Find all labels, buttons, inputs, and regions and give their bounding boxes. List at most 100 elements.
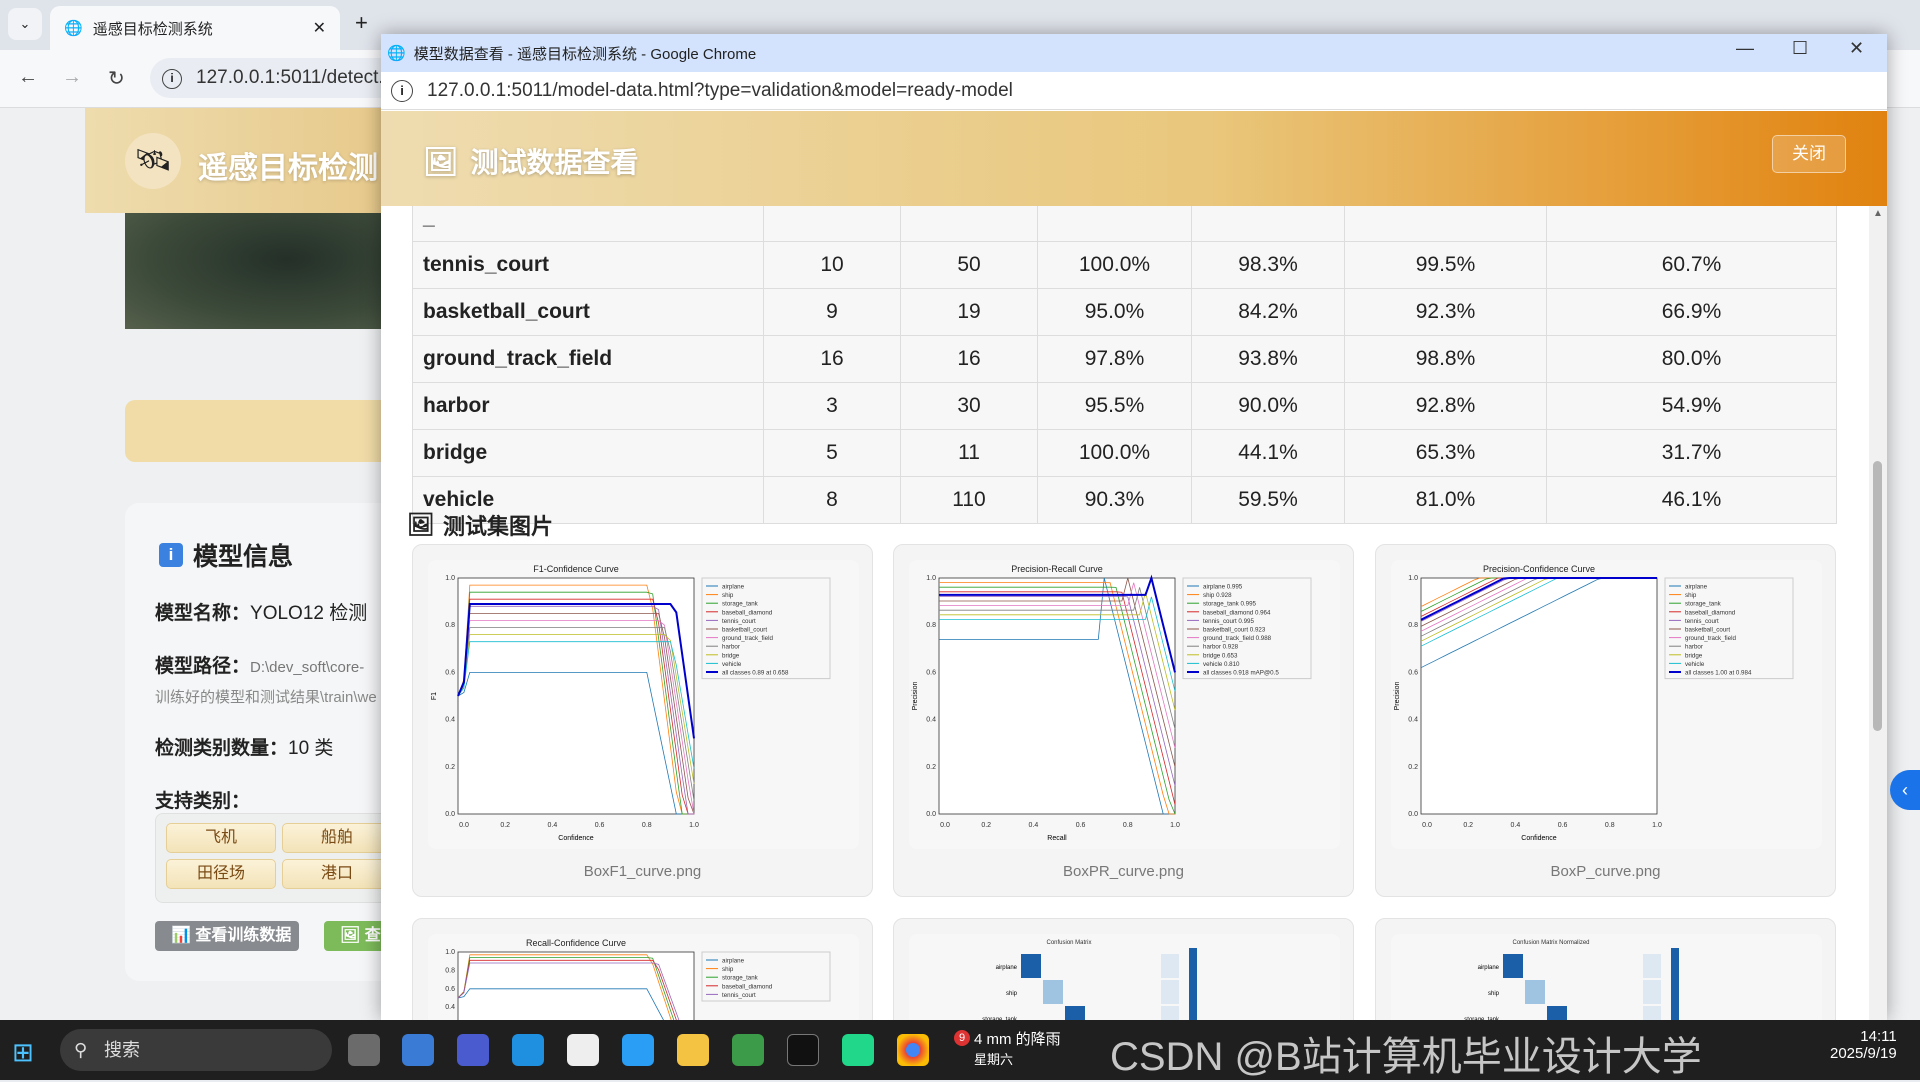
test-image-card[interactable]: Recall-Confidence Curve0.00.00.20.20.40.… xyxy=(412,918,873,1020)
legend-entry: storage_tank xyxy=(722,975,759,982)
series-line xyxy=(939,574,1176,673)
close-window-icon[interactable]: ✕ xyxy=(1849,38,1865,58)
plot-axes xyxy=(938,577,1176,815)
legend-entry: baseball_diamond xyxy=(1685,609,1736,616)
legend-entry: all classes 0.918 mAP@0.5 xyxy=(1203,670,1279,677)
globe-icon: 🌐 xyxy=(387,45,406,62)
site-info-icon[interactable]: i xyxy=(391,80,413,102)
y-tick-label: 0.6 xyxy=(445,669,455,676)
metric-cell: 11 xyxy=(900,429,1038,477)
matrix-cell xyxy=(1525,980,1545,1004)
test-image-card[interactable]: Confusion Matrix airplane ship storage_tank xyxy=(893,918,1354,1020)
metric-cell: 110 xyxy=(900,476,1038,524)
y-tick-label: 0.8 xyxy=(1408,622,1418,629)
tab-list-chevron-icon[interactable]: ⌄ xyxy=(8,8,42,40)
popup-url-bar[interactable]: 127.0.0.1:5011/model-data.html?type=vali… xyxy=(381,72,1887,110)
scrollbar-thumb[interactable] xyxy=(1873,461,1882,731)
taskbar-search[interactable]: ⚲ 搜索 xyxy=(60,1029,332,1071)
image-filename: BoxF1_curve.png xyxy=(583,863,702,880)
spreadsheet-icon[interactable] xyxy=(732,1034,764,1066)
background-url-bar[interactable]: 127.0.0.1:5011/detect. xyxy=(150,58,381,98)
plot-svg: Precision-Confidence Curve 0.0 0.0 0.2 0.2 0.… xyxy=(1394,564,1794,842)
x-tick-label: 0.2 xyxy=(1463,822,1473,829)
task-view-icon[interactable] xyxy=(348,1034,380,1066)
legend-entry: bridge xyxy=(1685,652,1703,659)
copilot-icon[interactable] xyxy=(457,1034,489,1066)
weather-widget[interactable]: 9 4 mm 的降雨 星期六 xyxy=(954,1028,1061,1068)
close-button[interactable]: 关闭 xyxy=(1772,135,1846,173)
weather-badge: 9 xyxy=(954,1030,970,1046)
x-tick-label: 0.0 xyxy=(459,822,469,829)
side-panel-chevron-icon[interactable]: ‹ xyxy=(1890,770,1920,810)
qq-icon[interactable] xyxy=(567,1034,599,1066)
matrix-row-label: ship xyxy=(1006,991,1018,997)
maximize-icon[interactable]: ☐ xyxy=(1792,38,1809,58)
taskbar: ⊞ ⚲ 搜索 9 4 mm 的降雨 星期六 CSDN @B站计算机毕业设计大学 1… xyxy=(0,1020,1920,1080)
class-tag: 田径场 xyxy=(166,859,276,889)
colorbar xyxy=(1189,948,1197,1020)
metric-cell: 66.9% xyxy=(1546,288,1837,336)
legend-entry: tennis_court xyxy=(722,618,756,625)
file-explorer-icon[interactable] xyxy=(677,1034,709,1066)
y-tick-label: 0.4 xyxy=(445,1004,455,1011)
metric-cell: 59.5% xyxy=(1191,476,1345,524)
reload-icon[interactable]: ↻ xyxy=(108,68,125,90)
metric-cell: 92.3% xyxy=(1344,288,1547,336)
matrix-row-label: ship xyxy=(1488,991,1500,997)
site-info-icon[interactable]: i xyxy=(162,69,182,89)
new-tab-button[interactable]: + xyxy=(355,10,368,35)
test-image-card[interactable]: Confusion Matrix Normalized airplane ship s… xyxy=(1375,918,1836,1020)
store-icon[interactable] xyxy=(402,1034,434,1066)
terminal-icon[interactable] xyxy=(787,1034,819,1066)
test-image-card[interactable]: Precision-Confidence Curve 0.0 0.0 0.2 0.2 0.… xyxy=(1375,544,1836,897)
x-tick-label: 0.6 xyxy=(595,822,605,829)
app-icon[interactable] xyxy=(512,1034,544,1066)
search-icon: ⚲ xyxy=(74,1040,88,1060)
minimize-icon[interactable]: — xyxy=(1736,38,1754,58)
model-info-title: 模型信息 xyxy=(193,543,294,571)
cloud-app-icon[interactable] xyxy=(622,1034,654,1066)
class-name-cell: tennis_court xyxy=(412,241,764,289)
back-icon[interactable]: ← xyxy=(18,66,38,88)
matrix-row-label: storage_tank xyxy=(982,1017,1018,1020)
x-axis-label: Recall xyxy=(1047,835,1067,842)
forward-icon[interactable]: → xyxy=(62,66,82,88)
status-bar xyxy=(125,400,395,462)
table-row: tennis_court 10 50 100.0% 98.3% 99.5% 60.7% xyxy=(412,241,1837,289)
y-tick-label: 0.6 xyxy=(445,986,455,993)
legend-entry: vehicle 0.810 xyxy=(1203,661,1240,668)
class-name-cell: vehicle xyxy=(412,476,764,524)
model-info-card: i 模型信息 模型名称：YOLO12 检测 模型路径：D:\dev_soft\c… xyxy=(125,503,395,981)
legend-entry: vehicle xyxy=(1685,661,1705,668)
legend-box xyxy=(701,951,831,1002)
test-image-card[interactable]: F1-Confidence Curve 0.0 0.0 0.2 0.2 0.4 0.4 0.6… xyxy=(412,544,873,897)
windows-start-icon[interactable]: ⊞ xyxy=(12,1037,34,1067)
y-tick-label: 0.0 xyxy=(445,811,455,818)
matrix-cell xyxy=(1021,954,1041,978)
matrix-cell xyxy=(1161,954,1179,978)
series-line xyxy=(457,672,694,815)
matrix-row-label: airplane xyxy=(1478,965,1500,971)
y-tick-label: 1.0 xyxy=(926,575,936,582)
clock[interactable]: 14:11 2025/9/19 xyxy=(1830,1028,1897,1062)
metric-cell: 30 xyxy=(900,382,1038,430)
search-placeholder: 搜索 xyxy=(104,1040,140,1060)
scrollbar[interactable]: ▲ xyxy=(1869,206,1887,1020)
close-tab-icon[interactable]: ✕ xyxy=(312,20,326,37)
view-training-data-label: 查看训练数据 xyxy=(195,927,292,944)
test-image-card[interactable]: Precision-Recall Curve 0.0 0.0 0.2 0.2 0.4 0.4… xyxy=(893,544,1354,897)
legend-entry: ship 0.928 xyxy=(1203,592,1232,599)
series-line xyxy=(939,591,1176,805)
chrome-icon[interactable] xyxy=(897,1034,929,1066)
matrix-row-label: airplane xyxy=(996,965,1018,971)
metric-cell: 3 xyxy=(763,382,901,430)
class-tag: 飞机 xyxy=(166,823,276,853)
y-tick-label: 0.2 xyxy=(1408,764,1418,771)
scroll-up-icon[interactable]: ▲ xyxy=(1873,208,1883,219)
background-tab[interactable]: 🌐 遥感目标检测系统 ✕ xyxy=(50,6,340,50)
popup-content: _ tennis_court 10 50 100.0% 98.3% 99.5% 60.7% b… xyxy=(381,206,1863,1020)
metric-cell: 8 xyxy=(763,476,901,524)
pycharm-icon[interactable] xyxy=(842,1034,874,1066)
metric-cell: 65.3% xyxy=(1344,429,1547,477)
view-training-data-button[interactable]: 📊 查看训练数据 xyxy=(155,921,299,951)
